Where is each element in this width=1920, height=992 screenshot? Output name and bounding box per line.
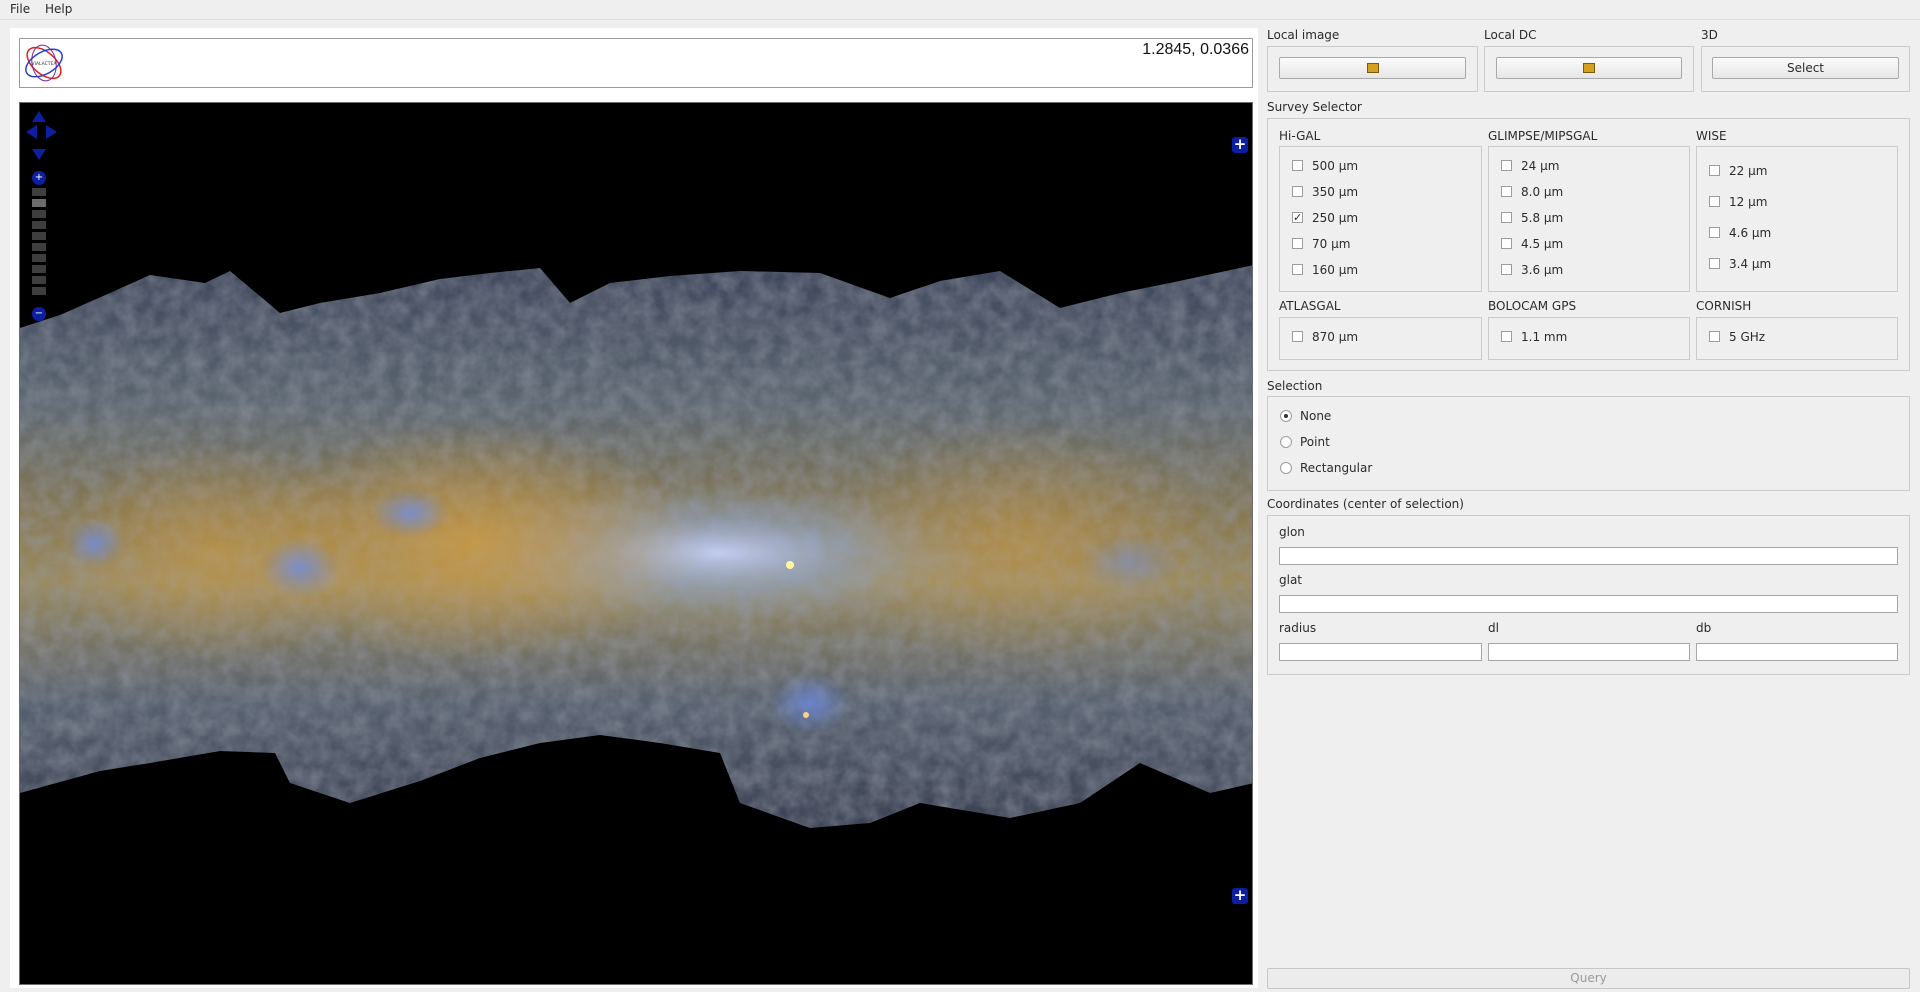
radius-label: radius <box>1279 621 1317 635</box>
bolocam-title: BOLOCAM GPS <box>1488 299 1577 313</box>
menu-help[interactable]: Help <box>45 2 73 16</box>
local-dc-title: Local DC <box>1484 28 1537 42</box>
radius-input[interactable] <box>1279 643 1482 661</box>
cornish-group <box>1696 317 1898 360</box>
glat-label: glat <box>1279 573 1303 587</box>
open-local-image-button[interactable] <box>1279 57 1466 79</box>
expand-overview-icon[interactable]: + <box>1232 886 1248 904</box>
selection-title: Selection <box>1267 379 1323 393</box>
three-d-title: 3D <box>1701 28 1718 42</box>
cursor-coordinates: 1.2845, 0.0366 <box>1142 41 1249 58</box>
vialactea-logo: VIALACTEA <box>25 44 63 82</box>
zoom-in-button[interactable]: + <box>32 171 46 185</box>
db-label: db <box>1696 621 1712 635</box>
pan-right-icon[interactable] <box>46 125 57 139</box>
zoom-out-button[interactable]: − <box>32 307 46 321</box>
glon-input[interactable] <box>1279 547 1898 565</box>
open-local-dc-button[interactable] <box>1496 57 1682 79</box>
glimpse-title: GLIMPSE/MIPSGAL <box>1488 129 1598 143</box>
higal-title: Hi-GAL <box>1279 129 1321 143</box>
sky-image-view[interactable]: + − + + <box>19 102 1253 985</box>
pan-up-icon[interactable] <box>32 111 46 122</box>
pan-left-icon[interactable] <box>26 125 37 139</box>
folder-open-icon <box>1583 62 1595 73</box>
pan-down-icon[interactable] <box>32 149 46 160</box>
atlasgal-group <box>1279 317 1482 360</box>
survey-selector-title: Survey Selector <box>1267 100 1362 114</box>
dl-input[interactable] <box>1488 643 1690 661</box>
menu-bar: File Help <box>0 0 1920 20</box>
glat-input[interactable] <box>1279 595 1898 613</box>
selection-group <box>1267 396 1910 491</box>
three-d-select-button[interactable]: Select <box>1712 57 1899 79</box>
bolocam-group <box>1488 317 1690 360</box>
glimpse-group <box>1488 146 1690 292</box>
glon-label: glon <box>1279 525 1305 539</box>
viewer-header: VIALACTEA 1.2845, 0.0366 <box>19 38 1253 88</box>
dl-label: dl <box>1488 621 1499 635</box>
folder-open-icon <box>1366 62 1379 73</box>
higal-group <box>1279 146 1482 292</box>
cornish-title: CORNISH <box>1696 299 1752 313</box>
menu-file[interactable]: File <box>10 2 31 16</box>
galactic-plane-image <box>20 103 1252 984</box>
coordinates-title: Coordinates (center of selection) <box>1267 497 1464 511</box>
wise-title: WISE <box>1696 129 1727 143</box>
query-button[interactable]: Query <box>1267 968 1910 989</box>
atlasgal-title: ATLASGAL <box>1279 299 1341 313</box>
local-image-title: Local image <box>1267 28 1340 42</box>
db-input[interactable] <box>1696 643 1898 661</box>
wise-group <box>1696 146 1898 292</box>
expand-layer-switcher-icon[interactable]: + <box>1232 135 1248 153</box>
svg-text:VIALACTEA: VIALACTEA <box>32 61 58 67</box>
